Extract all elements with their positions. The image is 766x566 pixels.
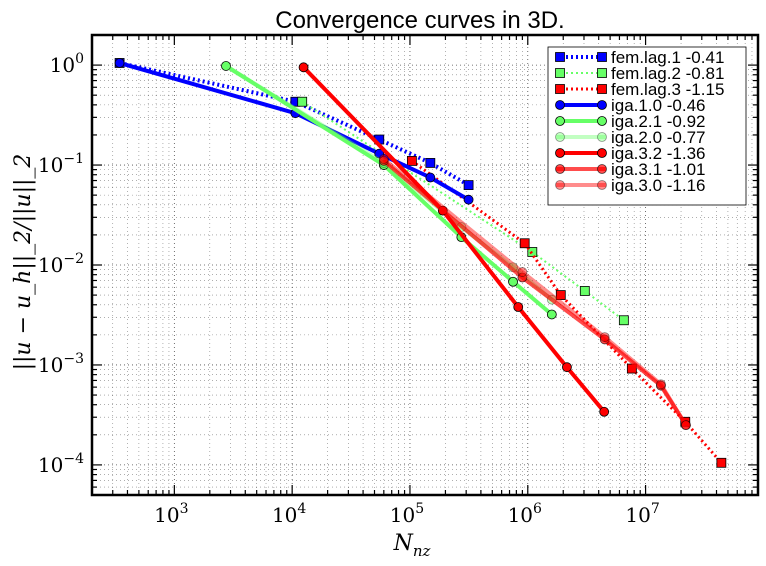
- axis-ticks: [91, 34, 759, 496]
- x-tick-label: 104: [272, 501, 306, 527]
- legend-label: iga.3.2 -1.36: [611, 144, 706, 163]
- y-tick-label: 100: [50, 51, 84, 77]
- data-point: [599, 334, 610, 345]
- legend-entry: iga.2.1 -0.92: [555, 112, 706, 131]
- data-point: [656, 379, 666, 390]
- data-point: [597, 164, 607, 174]
- x-axis-label-base: N: [393, 531, 414, 556]
- x-tick-labels: 103 104 105 106 107: [154, 501, 660, 527]
- series-8: [378, 154, 691, 431]
- data-point: [555, 132, 565, 142]
- data-point: [555, 180, 565, 190]
- y-tick-labels: 100 10−1 10−2 10−3 10−4: [38, 51, 84, 477]
- legend-entry: iga.2.0 -0.77: [555, 128, 706, 147]
- data-point: [597, 180, 607, 190]
- data-point: [463, 180, 474, 191]
- data-point: [555, 164, 565, 174]
- y-tick-label: 10−4: [38, 451, 84, 477]
- data-point: [555, 100, 565, 110]
- data-point: [425, 158, 436, 168]
- data-point: [513, 302, 524, 312]
- data-point: [406, 156, 417, 166]
- legend-label: iga.1.0 -0.46: [611, 96, 706, 115]
- data-point: [221, 61, 231, 71]
- data-point: [546, 309, 557, 320]
- data-point: [555, 84, 565, 94]
- data-point: [297, 96, 308, 107]
- data-point: [597, 148, 607, 158]
- data-point: [378, 154, 389, 164]
- legend-entry: iga.3.0 -1.16: [555, 176, 706, 195]
- series-7: [378, 156, 691, 431]
- legend-entry: fem.lag.2 -0.81: [555, 64, 724, 83]
- data-point: [656, 380, 666, 391]
- series-layer: [114, 58, 727, 468]
- x-axis-label-sub: nz: [413, 542, 431, 560]
- x-tick-label: 103: [154, 501, 188, 527]
- series-line: [411, 159, 723, 464]
- series-line: [224, 64, 554, 317]
- data-point: [599, 332, 610, 342]
- data-point: [221, 61, 231, 71]
- legend-label: iga.2.0 -0.77: [611, 128, 706, 147]
- data-point: [508, 276, 518, 287]
- legend-entry: iga.1.0 -0.46: [555, 96, 706, 115]
- data-point: [597, 116, 607, 126]
- x-tick-label: 106: [508, 501, 542, 527]
- data-point: [555, 290, 566, 300]
- series-line: [119, 61, 470, 202]
- chart-title: Convergence curves in 3D.: [275, 7, 564, 34]
- data-point: [597, 132, 607, 142]
- data-point: [555, 68, 565, 78]
- data-point: [597, 52, 607, 62]
- y-axis-label: ||u − u_h||_2/||u||_2: [11, 154, 36, 371]
- legend-entry: iga.3.2 -1.36: [555, 144, 706, 163]
- data-point: [681, 420, 691, 431]
- series-line: [382, 157, 688, 427]
- data-point: [681, 420, 691, 431]
- data-point: [517, 267, 528, 277]
- data-point: [425, 172, 436, 183]
- legend-label: fem.lag.1 -0.41: [611, 48, 724, 67]
- data-point: [716, 457, 727, 468]
- series-3: [114, 58, 474, 205]
- legend-entry: fem.lag.3 -1.15: [555, 80, 724, 99]
- data-point: [378, 156, 389, 166]
- legend-label: iga.2.1 -0.92: [611, 112, 706, 131]
- data-point: [555, 52, 565, 62]
- data-point: [597, 100, 607, 110]
- data-point: [517, 272, 528, 283]
- data-point: [597, 68, 607, 78]
- data-point: [579, 286, 590, 296]
- data-point: [519, 238, 530, 249]
- series-line: [119, 61, 470, 187]
- data-point: [374, 148, 385, 159]
- data-point: [562, 362, 572, 373]
- series-6: [298, 62, 610, 417]
- x-axis-label: Nnz: [393, 531, 431, 560]
- legend-label: fem.lag.3 -1.15: [611, 80, 724, 99]
- data-point: [555, 148, 565, 158]
- data-point: [618, 315, 629, 326]
- legend-entry: fem.lag.1 -0.41: [555, 48, 724, 67]
- x-tick-label: 107: [625, 501, 659, 527]
- data-point: [463, 194, 474, 205]
- y-tick-label: 10−2: [38, 251, 84, 277]
- x-tick-label: 105: [390, 501, 424, 527]
- y-tick-label: 10−1: [38, 151, 84, 177]
- y-tick-label: 10−3: [38, 351, 84, 377]
- legend-entry: iga.3.1 -1.01: [555, 160, 706, 179]
- legend-label: iga.3.1 -1.01: [611, 160, 706, 179]
- legend-label: iga.3.0 -1.16: [611, 176, 706, 195]
- data-point: [298, 62, 309, 73]
- data-point: [114, 58, 125, 68]
- data-point: [555, 116, 565, 126]
- legend-label: fem.lag.2 -0.81: [611, 64, 724, 83]
- data-point: [597, 84, 607, 94]
- data-point: [599, 406, 610, 417]
